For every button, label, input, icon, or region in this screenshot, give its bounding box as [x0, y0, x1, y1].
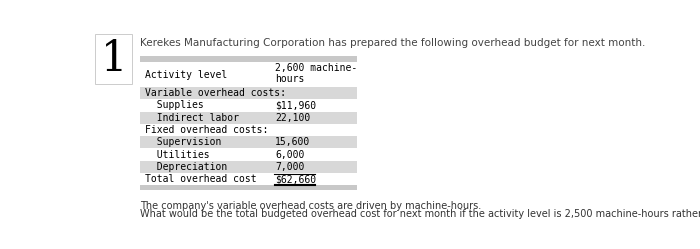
Text: Activity level: Activity level: [145, 69, 227, 79]
Bar: [140, 148, 357, 161]
Text: $11,960: $11,960: [275, 100, 316, 110]
Text: What would be the total budgeted overhead cost for next month if the activity le: What would be the total budgeted overhea…: [140, 209, 700, 219]
Text: The company's variable overhead costs are driven by machine-hours.: The company's variable overhead costs ar…: [140, 201, 482, 211]
Text: Total overhead cost: Total overhead cost: [145, 174, 256, 184]
Bar: [140, 56, 357, 62]
Text: 2,600 machine-: 2,600 machine-: [275, 63, 357, 73]
Bar: [140, 136, 357, 148]
Bar: [140, 161, 357, 173]
Bar: [140, 124, 357, 136]
Text: 15,600: 15,600: [275, 137, 310, 147]
Bar: [95, 34, 132, 84]
Bar: [140, 99, 357, 112]
Text: 1: 1: [101, 38, 127, 80]
Text: 7,000: 7,000: [275, 162, 304, 172]
Text: 6,000: 6,000: [275, 150, 304, 160]
Bar: [140, 87, 357, 99]
Bar: [140, 186, 357, 190]
Text: 22,100: 22,100: [275, 113, 310, 123]
Bar: [140, 112, 357, 124]
Text: Variable overhead costs:: Variable overhead costs:: [145, 88, 286, 98]
Text: Fixed overhead costs:: Fixed overhead costs:: [145, 125, 268, 135]
Text: Depreciation: Depreciation: [145, 162, 227, 172]
Text: Indirect labor: Indirect labor: [145, 113, 239, 123]
Text: hours: hours: [275, 74, 304, 84]
Text: Kerekes Manufacturing Corporation has prepared the following overhead budget for: Kerekes Manufacturing Corporation has pr…: [140, 38, 645, 48]
Text: Utilities: Utilities: [145, 150, 209, 160]
Text: Supervision: Supervision: [145, 137, 221, 147]
Text: $62,660: $62,660: [275, 174, 316, 184]
Bar: [140, 62, 357, 87]
Bar: [140, 173, 357, 186]
Text: Supplies: Supplies: [145, 100, 204, 110]
